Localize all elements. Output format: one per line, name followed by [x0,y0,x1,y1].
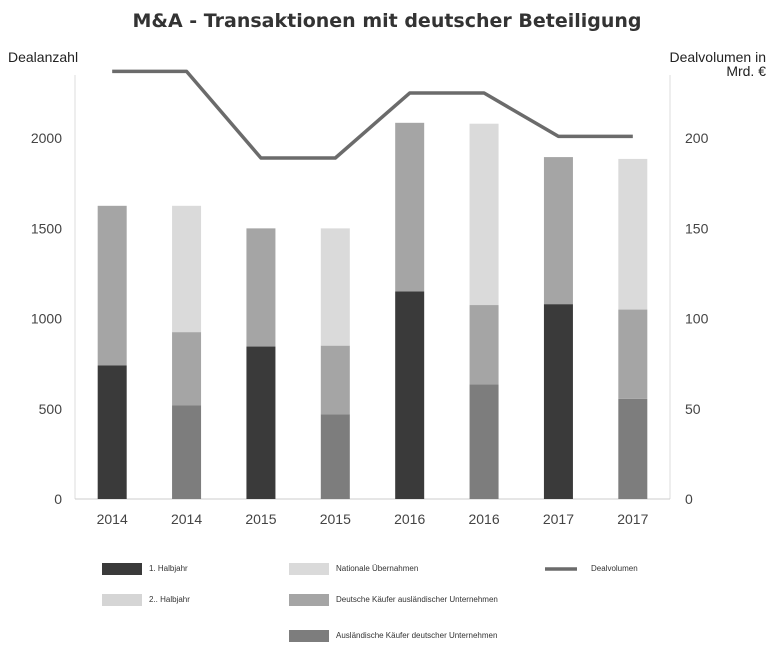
bar-segment [618,398,648,499]
bar-segment [246,228,276,347]
y-tick-label: 500 [39,401,63,417]
x-tick-label: 2014 [171,511,202,527]
y-tick-label: 1500 [31,220,62,236]
y2-axis-label-line2: Mrd. € [726,63,766,79]
x-tick-label: 2017 [543,511,574,527]
bar-segment [320,414,350,499]
x-tick-label: 2015 [245,511,276,527]
y2-tick-label: 50 [685,401,701,417]
bar-segment [618,309,648,399]
bar-segment [172,405,202,499]
legend-swatch [289,630,329,642]
ticks-group: 0 500 1000 1500 2000 0 50 100 150 200 2014 2014 2015… [31,130,709,527]
legend-label: 2.. Halbjahr [149,595,190,604]
y-tick-label: 0 [54,491,62,507]
bar-segment [320,345,350,415]
bar-segment [469,384,499,499]
chart-title: M&A - Transaktionen mit deutscher Beteil… [132,10,641,32]
x-tick-label: 2017 [617,511,648,527]
x-tick-label: 2016 [394,511,425,527]
bar-segment [246,346,276,499]
dealvolumen-line [112,69,633,160]
legend-label: Dealvolumen [591,564,638,573]
bar-segment [172,205,202,333]
y-axis-label: Dealanzahl [8,49,78,65]
y-tick-label: 1000 [31,311,62,327]
y2-tick-label: 0 [685,491,693,507]
bar-segment [469,123,499,306]
bar-segment [543,304,573,499]
x-tick-label: 2016 [468,511,499,527]
y2-tick-label: 200 [685,130,709,146]
bar-segment [543,157,573,305]
y-tick-label: 2000 [31,130,62,146]
bar-segment [469,305,499,385]
bar-segment [395,291,425,499]
x-tick-label: 2015 [320,511,351,527]
bar-segment [97,205,127,366]
legend: 1. Halbjahr 2.. Halbjahr Nationale Übernah… [102,563,638,642]
legend-label: Nationale Übernahmen [336,564,418,573]
bar-segment [320,228,350,346]
legend-swatch [102,594,142,606]
x-tick-label: 2014 [97,511,128,527]
line-group [112,69,633,160]
y2-tick-label: 150 [685,220,709,236]
bar-segment [97,365,127,499]
legend-swatch [102,563,142,575]
legend-label: Deutsche Käufer ausländischer Unternehme… [336,595,498,604]
legend-label: 1. Halbjahr [149,564,188,573]
legend-swatch [289,594,329,606]
bar-segment [395,122,425,292]
legend-swatch [289,563,329,575]
y2-tick-label: 100 [685,311,709,327]
bar-segment [172,332,202,406]
legend-label: Ausländische Käufer deutscher Unternehme… [336,631,497,640]
y2-axis-label-line1: Dealvolumen in [670,49,767,65]
bar-segment [618,158,648,310]
bars-group [97,122,648,499]
